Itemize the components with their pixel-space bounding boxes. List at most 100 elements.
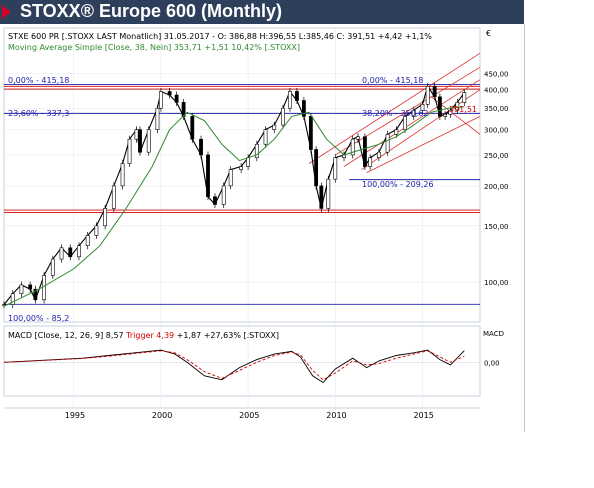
macd-line [3, 349, 465, 384]
price-candle [120, 163, 125, 187]
price-candle [246, 157, 251, 167]
price-candle [167, 91, 172, 96]
price-candle [134, 129, 139, 140]
price-candle [281, 107, 285, 126]
price-candle [213, 196, 217, 205]
price-candle [319, 185, 324, 209]
header-line-1: STXE 600 PR [.STOXX LAST Monatlich] 31.0… [8, 32, 432, 41]
trendlines-layer [308, 52, 481, 174]
price-candle [326, 178, 331, 209]
price-candle [159, 91, 163, 109]
fib-0-right-label: 0,00% - 415,18 [362, 76, 423, 85]
macd-label: MACD [483, 330, 504, 338]
price-candle [376, 151, 381, 159]
price-candle [333, 157, 338, 180]
price-candle [301, 100, 306, 117]
macd-layer: 0,00 [3, 349, 500, 384]
price-candle [350, 138, 355, 156]
price-candle [403, 116, 407, 130]
last-price-label: 391,51 [449, 105, 477, 114]
y-tick-label: 100,00 [484, 279, 509, 287]
price-candle [462, 92, 467, 103]
macd-y-tick-label: 0,00 [484, 359, 500, 367]
fib-100-long-label: 100,00% - 85,2 [8, 314, 69, 323]
price-candle [363, 136, 367, 167]
grid-layer [4, 28, 480, 408]
price-candle [50, 258, 55, 276]
x-tick-label: 2015 [413, 411, 433, 420]
price-candle [394, 129, 399, 135]
y-tick-label: 250,00 [484, 152, 509, 160]
horizontal-lines-layer [4, 84, 480, 305]
price-panel-frame [3, 27, 481, 323]
macd-header: MACD [Close, 12, 26, 9] 8,57 Trigger 4,3… [8, 331, 279, 340]
price-candle [254, 143, 259, 159]
price-candle [288, 91, 292, 109]
price-candle [437, 96, 442, 117]
x-tick-label: 2005 [239, 411, 259, 420]
fib-382-right-label: 38,20% - 350,62 [362, 109, 428, 118]
macd-header-suffix: +1,87 +27,63% [.STOXX] [174, 331, 279, 340]
price-candle [190, 116, 195, 140]
x-tick-label: 2010 [326, 411, 346, 420]
price-candle [272, 124, 277, 130]
y-tick-label: 450,00 [484, 70, 509, 78]
price-candle [68, 247, 73, 258]
y-tick-label: 150,00 [484, 223, 509, 231]
fib-100-right-label: 100,00% - 209,26 [362, 180, 434, 189]
price-candle [127, 138, 132, 164]
macd-header-prefix: MACD [Close, 12, 26, 9] 8,57 [8, 331, 126, 340]
price-candle [356, 136, 360, 140]
price-candle [199, 138, 203, 156]
price-candle [42, 275, 47, 301]
price-candle [263, 129, 268, 145]
price-candle [28, 284, 33, 290]
x-tick-label: 2000 [152, 411, 172, 420]
price-candle [94, 225, 99, 236]
price-candle [206, 154, 210, 198]
chart-frame: 0,00 450,00 400,00 350,00 300,00 250,00 200,0… [0, 24, 525, 432]
price-candle [314, 149, 319, 187]
price-candle [77, 245, 81, 258]
chart-svg: 0,00 450,00 400,00 350,00 300,00 250,00 200,0… [2, 27, 509, 420]
corner-currency: € [486, 29, 491, 38]
price-candle [420, 104, 425, 111]
price-candle [174, 94, 179, 103]
price-candle [85, 235, 90, 246]
price-candle [138, 129, 142, 153]
title-arrow-icon [2, 5, 11, 19]
trendline-channel-fan-1 [366, 116, 481, 174]
macd-trigger-line [3, 350, 465, 381]
y-tick-label: 400,00 [484, 87, 509, 95]
price-candle [155, 107, 160, 130]
x-tick-label: 1995 [65, 411, 85, 420]
trendline-channel-upper-1 [308, 52, 481, 164]
series-layer [2, 82, 467, 309]
axis-layer: 450,00 400,00 350,00 300,00 250,00 200,00 150,… [65, 70, 509, 420]
y-tick-label: 350,00 [484, 105, 509, 113]
price-candle [146, 129, 151, 153]
price-candle [221, 185, 226, 205]
price-candle [111, 185, 116, 209]
price-candle [59, 247, 64, 260]
price-candle [103, 208, 108, 227]
trendline-channel-upper-2 [335, 66, 481, 156]
macd-header-trigger: Trigger 4,39 [125, 331, 174, 340]
header-line-2: Moving Average Simple [Close, 38, Nein] … [8, 43, 300, 52]
price-candle [368, 157, 373, 167]
sma-line [3, 106, 465, 307]
price-candle [455, 102, 460, 111]
macd-panel-frame [3, 325, 481, 397]
price-candle [432, 85, 437, 98]
price-candle [425, 85, 430, 105]
trendline-channel-lower [361, 89, 481, 170]
price-candle [33, 288, 38, 301]
price-candle [295, 91, 299, 101]
price-candle [10, 293, 15, 305]
y-tick-label: 300,00 [484, 127, 509, 135]
price-candle [228, 169, 233, 187]
price-candle [308, 116, 313, 150]
price-candle [385, 134, 390, 153]
y-tick-label: 200,00 [484, 183, 509, 191]
fib-236-label: 23,60% - 337,3 [8, 109, 69, 118]
